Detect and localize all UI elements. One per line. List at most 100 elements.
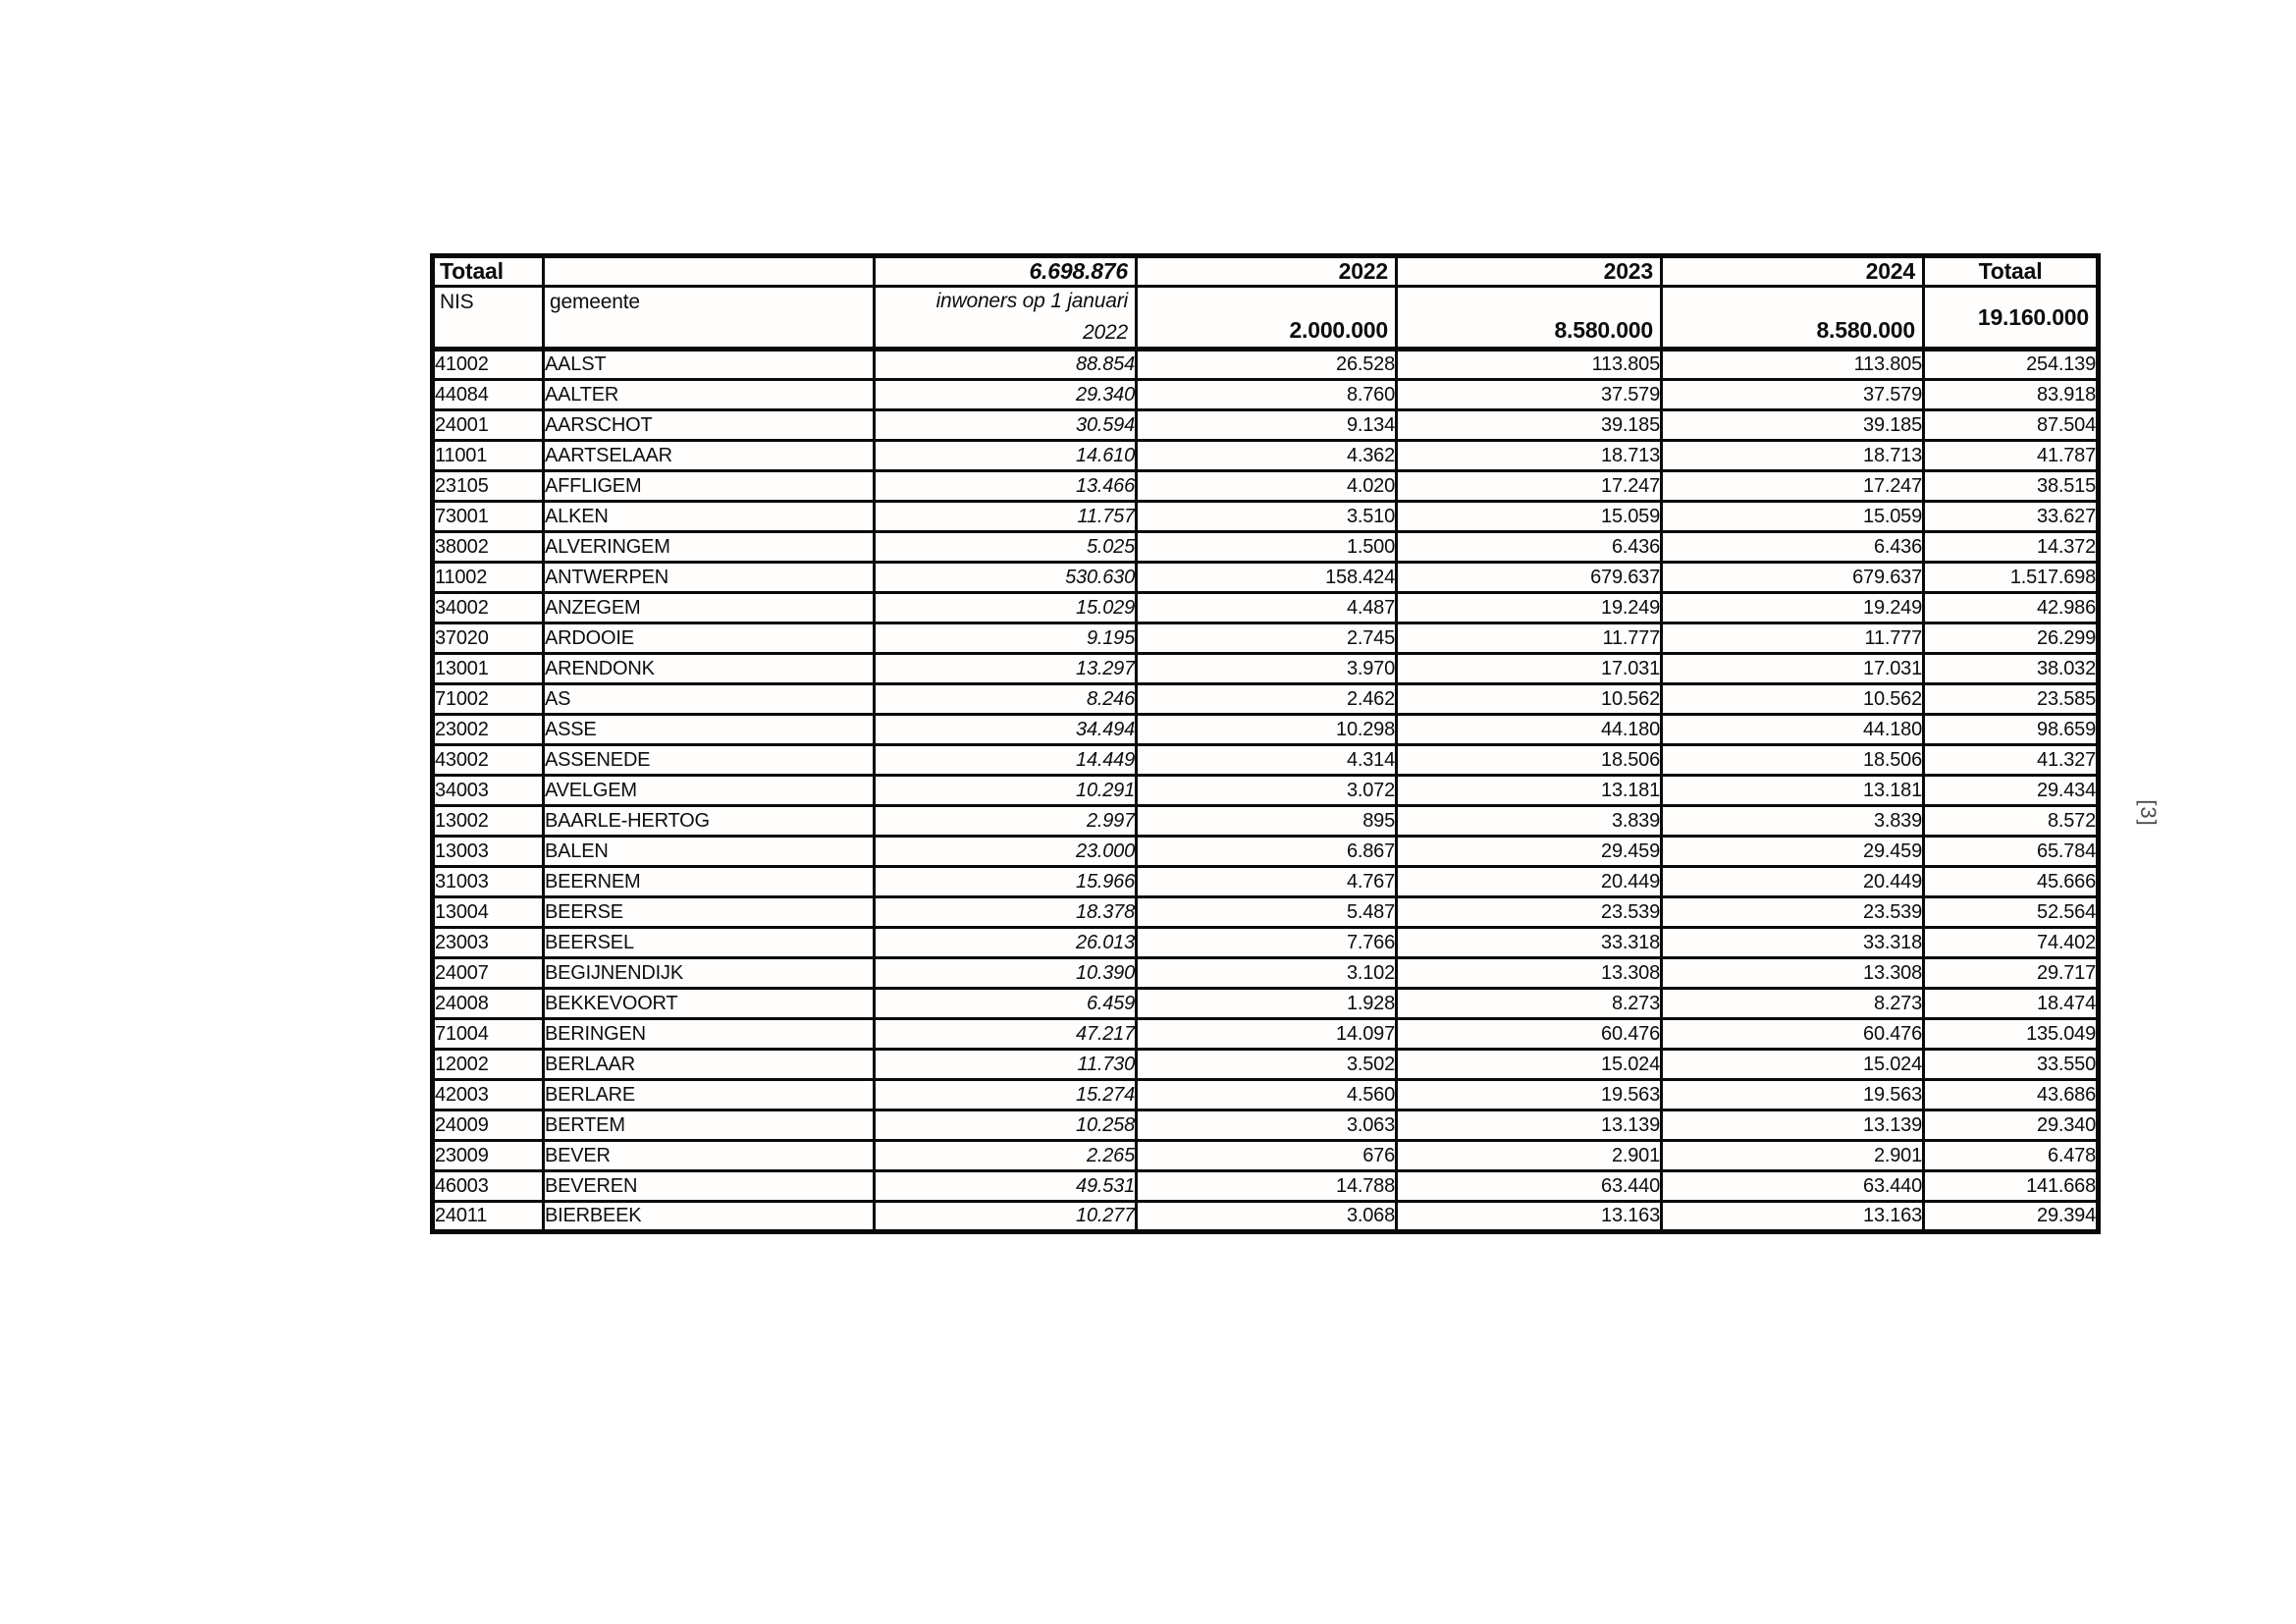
inwoners-cell: 29.340	[873, 378, 1138, 411]
nis-cell: 13004	[431, 895, 545, 929]
gemeente-cell: BEGIJNENDIJK	[542, 956, 876, 990]
totaal-cell: 43.686	[1922, 1078, 2100, 1111]
inwoners-cell: 9.195	[873, 622, 1138, 655]
inwoners-cell: 2.265	[873, 1139, 1138, 1172]
value-2022-cell: 3.068	[1135, 1200, 1398, 1233]
value-2024-cell: 23.539	[1660, 895, 1925, 929]
value-2023-cell: 10.562	[1395, 682, 1663, 716]
gemeente-cell: AVELGEM	[542, 774, 876, 807]
value-2024-cell: 13.163	[1660, 1200, 1925, 1233]
gemeente-cell: BERTEM	[542, 1109, 876, 1142]
table-row: 13003 BALEN 23.000 6.867 29.459 29.459 6…	[431, 835, 2100, 868]
value-2024-cell: 3.839	[1660, 804, 1925, 838]
nis-cell: 23105	[431, 469, 545, 503]
gemeente-cell: ASSE	[542, 713, 876, 746]
value-2023-cell: 37.579	[1395, 378, 1663, 411]
gemeente-cell: BEERSE	[542, 895, 876, 929]
value-2023-cell: 2.901	[1395, 1139, 1663, 1172]
nis-cell: 23002	[431, 713, 545, 746]
value-2022-cell: 3.970	[1135, 652, 1398, 685]
inwoners-cell: 6.459	[873, 987, 1138, 1020]
inwoners-cell: 10.291	[873, 774, 1138, 807]
nis-cell: 43002	[431, 743, 545, 777]
nis-cell: 24009	[431, 1109, 545, 1142]
table-row: 23002 ASSE 34.494 10.298 44.180 44.180 9…	[431, 713, 2100, 746]
table-row: 31003 BEERNEM 15.966 4.767 20.449 20.449…	[431, 865, 2100, 898]
totaal-cell: 45.666	[1922, 865, 2100, 898]
table-row: 44084 AALTER 29.340 8.760 37.579 37.579 …	[431, 378, 2100, 411]
gemeente-cell: BEVER	[542, 1139, 876, 1172]
value-2022-cell: 4.020	[1135, 469, 1398, 503]
nis-cell: 37020	[431, 622, 545, 655]
value-2023-cell: 13.308	[1395, 956, 1663, 990]
table-row: 34003 AVELGEM 10.291 3.072 13.181 13.181…	[431, 774, 2100, 807]
totaal-cell: 135.049	[1922, 1017, 2100, 1051]
nis-cell: 71002	[431, 682, 545, 716]
nis-cell: 41002	[431, 348, 545, 381]
header-total-2022: 2.000.000	[1135, 285, 1398, 352]
gemeente-cell: ARDOOIE	[542, 622, 876, 655]
value-2023-cell: 3.839	[1395, 804, 1663, 838]
value-2024-cell: 13.308	[1660, 956, 1925, 990]
inwoners-cell: 530.630	[873, 561, 1138, 594]
gemeente-cell: BAARLE-HERTOG	[542, 804, 876, 838]
value-2023-cell: 11.777	[1395, 622, 1663, 655]
table-row: 24009 BERTEM 10.258 3.063 13.139 13.139 …	[431, 1109, 2100, 1142]
table-row: 73001 ALKEN 11.757 3.510 15.059 15.059 3…	[431, 500, 2100, 533]
totaal-cell: 33.550	[1922, 1048, 2100, 1081]
table-row: 71004 BERINGEN 47.217 14.097 60.476 60.4…	[431, 1017, 2100, 1051]
value-2022-cell: 6.867	[1135, 835, 1398, 868]
value-2024-cell: 679.637	[1660, 561, 1925, 594]
totaal-cell: 254.139	[1922, 348, 2100, 381]
value-2023-cell: 19.563	[1395, 1078, 1663, 1111]
value-2022-cell: 5.487	[1135, 895, 1398, 929]
inwoners-label-line1: inwoners op 1 januari	[935, 290, 1129, 312]
value-2022-cell: 3.072	[1135, 774, 1398, 807]
value-2024-cell: 113.805	[1660, 348, 1925, 381]
totaal-cell: 38.515	[1922, 469, 2100, 503]
value-2024-cell: 2.901	[1660, 1139, 1925, 1172]
gemeente-cell: ASSENEDE	[542, 743, 876, 777]
value-2022-cell: 10.298	[1135, 713, 1398, 746]
value-2023-cell: 44.180	[1395, 713, 1663, 746]
value-2024-cell: 44.180	[1660, 713, 1925, 746]
nis-cell: 12002	[431, 1048, 545, 1081]
value-2023-cell: 17.031	[1395, 652, 1663, 685]
value-2022-cell: 1.500	[1135, 530, 1398, 564]
gemeente-cell: BERLARE	[542, 1078, 876, 1111]
gemeente-cell: BEERNEM	[542, 865, 876, 898]
gemeente-cell: BEVEREN	[542, 1169, 876, 1203]
header-gemeente-label: gemeente	[542, 285, 876, 352]
totaal-cell: 87.504	[1922, 408, 2100, 442]
value-2022-cell: 7.766	[1135, 926, 1398, 959]
header-empty-cell	[542, 254, 876, 288]
header-nis-label: NIS	[431, 285, 545, 352]
header-row-totals-top: Totaal 6.698.876 2022 2023 2024 Totaal	[431, 254, 2100, 288]
table-row: 11001 AARTSELAAR 14.610 4.362 18.713 18.…	[431, 439, 2100, 472]
totaal-cell: 41.327	[1922, 743, 2100, 777]
value-2023-cell: 60.476	[1395, 1017, 1663, 1051]
inwoners-cell: 11.730	[873, 1048, 1138, 1081]
table-row: 42003 BERLARE 15.274 4.560 19.563 19.563…	[431, 1078, 2100, 1111]
gemeente-cell: AS	[542, 682, 876, 716]
table-row: 37020 ARDOOIE 9.195 2.745 11.777 11.777 …	[431, 622, 2100, 655]
inwoners-cell: 10.277	[873, 1200, 1138, 1233]
value-2024-cell: 63.440	[1660, 1169, 1925, 1203]
value-2023-cell: 18.713	[1395, 439, 1663, 472]
totaal-cell: 65.784	[1922, 835, 2100, 868]
value-2022-cell: 3.502	[1135, 1048, 1398, 1081]
value-2024-cell: 29.459	[1660, 835, 1925, 868]
nis-cell: 46003	[431, 1169, 545, 1203]
value-2023-cell: 29.459	[1395, 835, 1663, 868]
value-2023-cell: 18.506	[1395, 743, 1663, 777]
inwoners-cell: 14.449	[873, 743, 1138, 777]
nis-cell: 31003	[431, 865, 545, 898]
inwoners-cell: 47.217	[873, 1017, 1138, 1051]
inwoners-cell: 15.029	[873, 591, 1138, 624]
value-2023-cell: 13.163	[1395, 1200, 1663, 1233]
nis-cell: 38002	[431, 530, 545, 564]
totaal-cell: 6.478	[1922, 1139, 2100, 1172]
table-body: Totaal 6.698.876 2022 2023 2024 Totaal N…	[431, 254, 2100, 1233]
nis-cell: 24011	[431, 1200, 545, 1233]
value-2022-cell: 3.102	[1135, 956, 1398, 990]
